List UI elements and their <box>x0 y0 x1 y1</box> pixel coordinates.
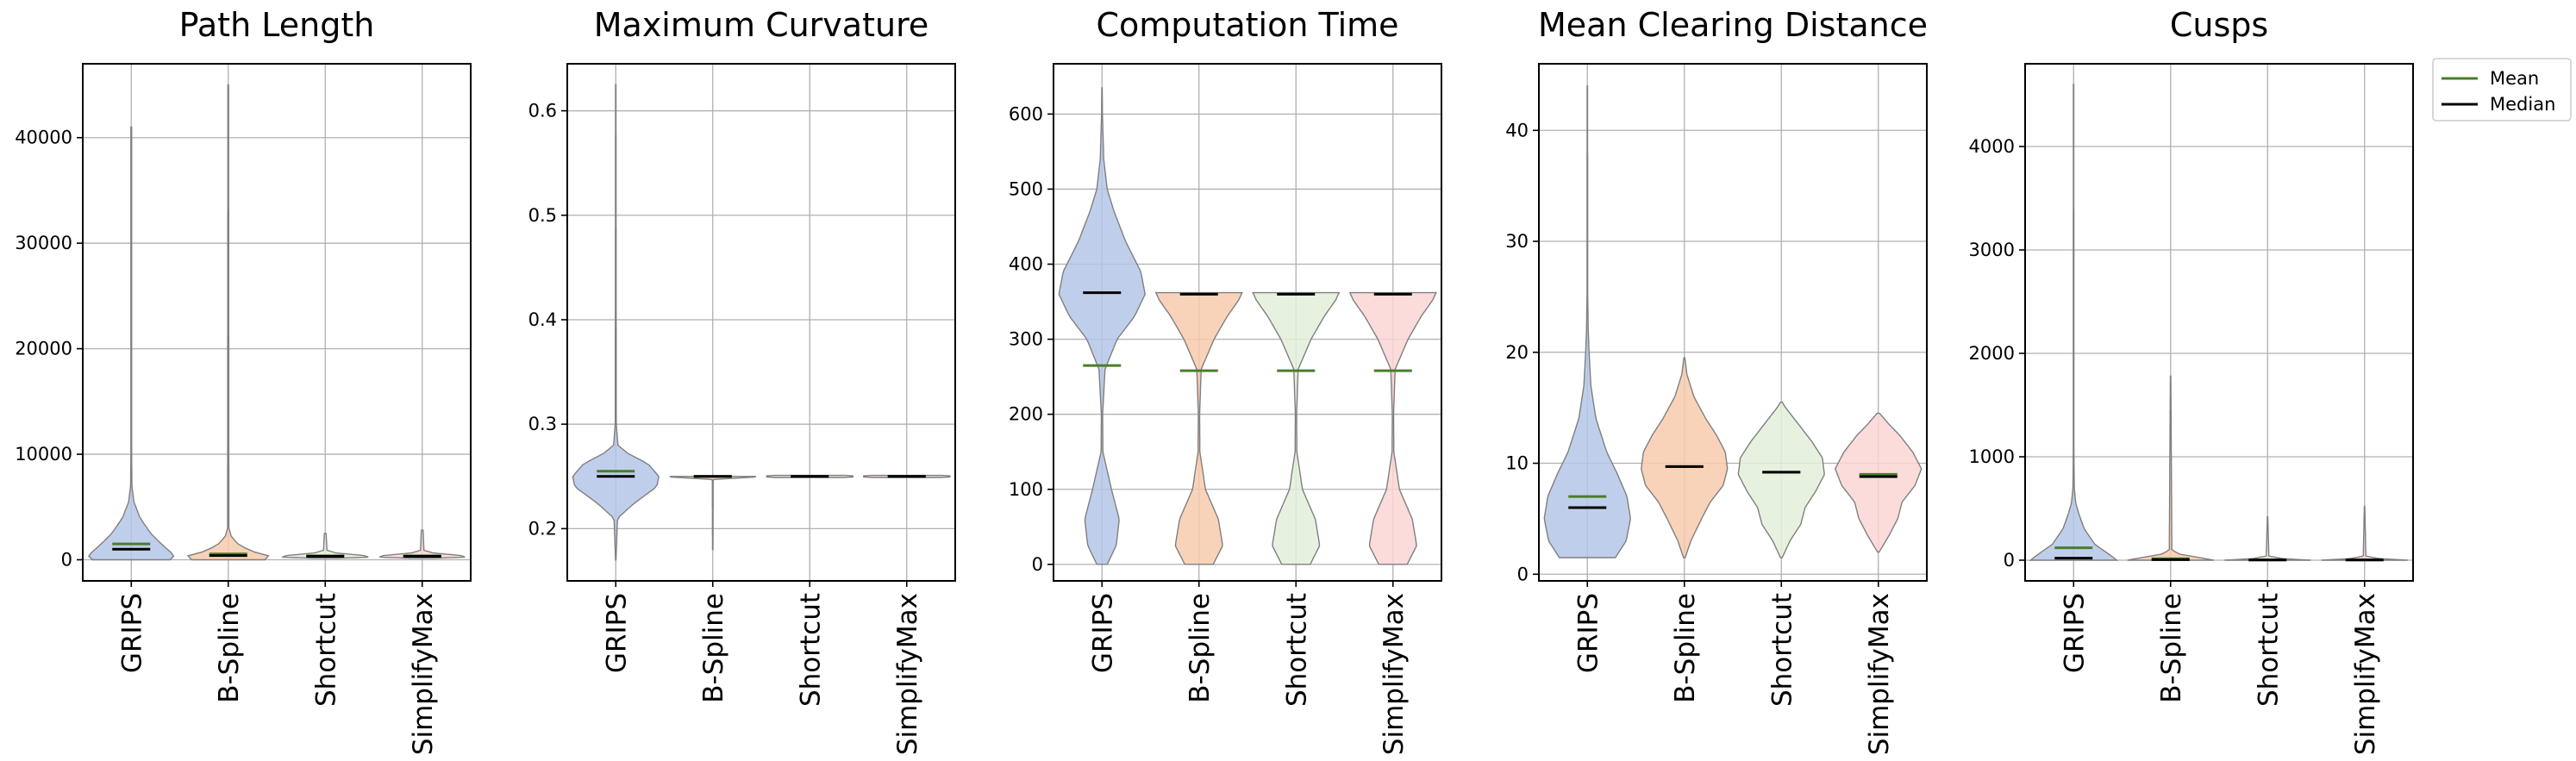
violin-grips <box>572 84 660 561</box>
y-tick-label: 0.4 <box>528 309 557 330</box>
legend-mean-label: Mean <box>2490 68 2539 89</box>
violin-shortcut <box>281 533 369 559</box>
x-tick-label: SimplifyMax <box>1864 593 1895 755</box>
violin-b-spline <box>1154 291 1243 565</box>
y-tick-label: 0 <box>61 550 72 571</box>
subplot-1: Path Length 0 10000 20000 30000 40000 GRIPS B-S… <box>15 6 472 755</box>
y-tick-label: 100 <box>1009 479 1043 500</box>
violin-b-spline <box>669 476 757 551</box>
y-tick-label: 0.2 <box>528 518 557 539</box>
y-tick-label: 2000 <box>1969 343 2015 364</box>
y-tick-label: 20 <box>1505 342 1529 363</box>
y-tick-label: 500 <box>1009 178 1043 199</box>
x-tick-label: SimplifyMax <box>408 593 439 755</box>
legend: Mean Median <box>2432 58 2572 122</box>
y-tick-label: 30 <box>1505 231 1529 252</box>
violin-grips <box>88 126 175 561</box>
x-tick-label: B-Spline <box>214 593 245 703</box>
y-tick-label: 10 <box>1505 453 1529 474</box>
x-tick-label: Shortcut <box>2253 593 2284 707</box>
y-tick-label: 0 <box>1517 564 1529 584</box>
x-tick-label: GRIPS <box>1087 593 1118 673</box>
y-tick-label: 0.5 <box>528 205 557 226</box>
y-tick-label: 4000 <box>1969 136 2015 157</box>
y-tick-label: 40000 <box>15 128 72 148</box>
violin-grips <box>1058 87 1146 565</box>
x-tick-label: Shortcut <box>310 593 341 707</box>
violin-simplifymax <box>378 529 466 559</box>
x-tick-label: GRIPS <box>1572 593 1604 673</box>
x-tick-label: B-Spline <box>698 593 729 703</box>
violin-shortcut <box>1737 402 1825 558</box>
y-tick-label: 0.3 <box>528 414 557 434</box>
violin-grips <box>2029 84 2119 561</box>
y-tick-label: 300 <box>1009 329 1043 350</box>
x-tick-label: B-Spline <box>1185 593 1216 703</box>
axes-frame <box>1538 63 1928 582</box>
x-tick-label: GRIPS <box>2059 593 2090 673</box>
violin-b-spline <box>1641 357 1729 558</box>
violin-shortcut <box>1252 291 1341 565</box>
y-tick-label: 1000 <box>1969 446 2015 467</box>
violin-shortcut <box>2224 515 2311 561</box>
violin-b-spline <box>2127 375 2214 561</box>
violin-b-spline <box>186 84 270 561</box>
subplot-3: Computation Time 0 100 200 300 400 500 600 GRIPS… <box>1009 6 1442 755</box>
y-tick-label: 600 <box>1009 103 1043 124</box>
y-tick-label: 40 <box>1505 120 1529 140</box>
violin-simplifymax <box>1348 291 1437 565</box>
y-tick-label: 200 <box>1009 404 1043 425</box>
y-tick-label: 3000 <box>1969 240 2015 260</box>
x-tick-label: SimplifyMax <box>892 593 923 755</box>
y-tick-label: 10000 <box>15 444 72 465</box>
y-tick-label: 0.6 <box>528 101 557 122</box>
subplot-2: Maximum Curvature 0.2 0.3 0.4 0.5 0.6 GRIPS B-S… <box>528 6 956 755</box>
x-tick-label: GRIPS <box>116 593 147 673</box>
subplot-4: Mean Clearing Distance 0 10 20 30 40 GRIPS B-Sp… <box>1505 6 1928 755</box>
chart-title: Maximum Curvature <box>594 6 928 44</box>
x-tick-label: Shortcut <box>795 593 826 707</box>
x-tick-label: Shortcut <box>1281 593 1312 707</box>
y-tick-label: 0 <box>2004 550 2015 571</box>
chart-title: Cusps <box>2170 6 2268 44</box>
violin-grips <box>1543 85 1631 558</box>
x-tick-label: GRIPS <box>601 593 632 673</box>
y-tick-label: 0 <box>1032 554 1043 575</box>
x-tick-label: SimplifyMax <box>1379 593 1410 755</box>
chart-title: Path Length <box>179 6 375 44</box>
axes-frame <box>82 63 472 582</box>
violin-simplifymax <box>1835 412 1923 553</box>
y-tick-label: 20000 <box>15 339 72 359</box>
y-tick-label: 400 <box>1009 254 1043 275</box>
x-tick-label: Shortcut <box>1766 593 1798 707</box>
axes-frame <box>1053 63 1442 582</box>
x-tick-label: B-Spline <box>2156 593 2187 703</box>
chart-title: Computation Time <box>1096 6 1398 44</box>
subplot-5: Cusps 0 1000 2000 3000 4000 GRIPS B-Spline Short… <box>1969 6 2414 755</box>
chart-title: Mean Clearing Distance <box>1538 6 1928 44</box>
legend-median-label: Median <box>2490 94 2555 115</box>
x-tick-label: SimplifyMax <box>2350 593 2381 755</box>
axes-frame <box>2024 63 2414 582</box>
axes-frame <box>566 63 956 582</box>
violin-simplifymax <box>2321 505 2408 561</box>
x-tick-label: B-Spline <box>1670 593 1701 703</box>
y-tick-label: 30000 <box>15 233 72 253</box>
